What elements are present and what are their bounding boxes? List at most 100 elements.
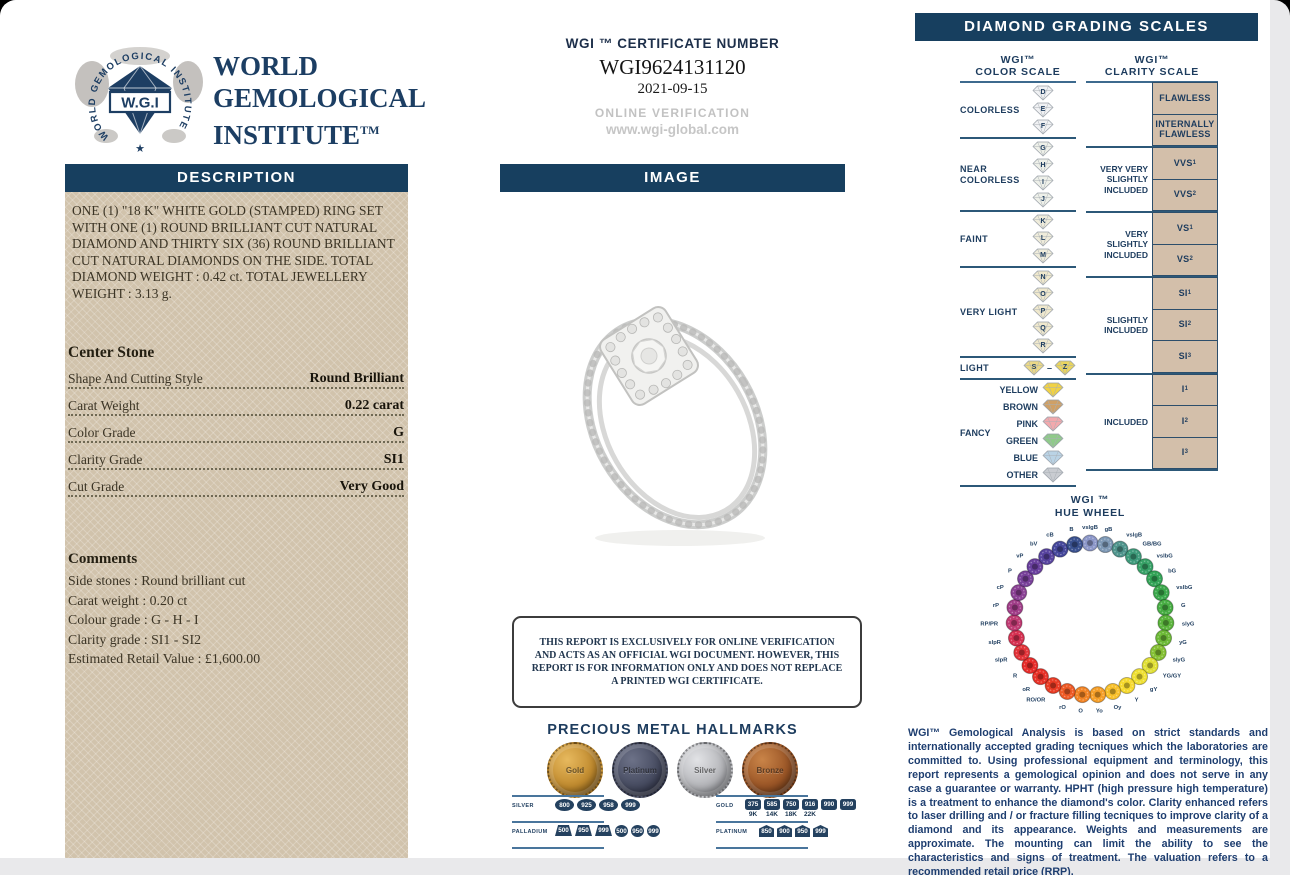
gem-icon [1042, 382, 1064, 398]
medal-label: Bronze [756, 765, 784, 775]
clarity-scale-title: WGI™ CLARITY SCALE [1104, 54, 1200, 78]
table-row: Clarity Grade SI1 [68, 443, 404, 470]
clarity-group: SLIGHTLY INCLUDED SI 1 SI 2 SI 3 [1086, 276, 1218, 373]
medal-label: Silver [694, 765, 716, 775]
color-group-very-light: VERY LIGHT N O P Q R [960, 266, 1076, 356]
gem-icon: P [1032, 304, 1054, 320]
hue-node-label: cP [997, 585, 1004, 591]
hue-node-label: rO [1059, 705, 1066, 711]
svg-text:J: J [1041, 196, 1045, 203]
gem-icon: Z [1054, 360, 1076, 376]
clarity-scale: WGI™ CLARITY SCALE FLAWLESS INTERNALLY FLAW… [1086, 54, 1218, 471]
hue-node-label: slyG [1173, 658, 1186, 664]
hue-node-label: slpR [995, 658, 1008, 664]
clarity-boxes: VS 1 VS 2 [1152, 212, 1218, 276]
hue-node-YG/GY [1141, 657, 1159, 675]
hue-node-label: Oy [1114, 705, 1123, 711]
hallmarks-title: PRECIOUS METAL HALLMARKS [547, 722, 798, 738]
svg-text:Z: Z [1063, 364, 1068, 371]
hue-node-label: B [1069, 527, 1073, 533]
logo-monogram: W.G.I [121, 95, 159, 112]
hallmark-badge: 990 [821, 799, 837, 810]
table-row: Cut Grade Very Good [68, 470, 404, 497]
image-header: IMAGE [500, 164, 845, 192]
metal-medals: Gold Platinum Silver Bronze [500, 742, 845, 798]
clarity-group-label: SLIGHTLY INCLUDED [1104, 314, 1148, 336]
hue-node-label: YG/GY [1163, 673, 1181, 679]
hue-node-label: yG [1179, 640, 1187, 646]
certificate-number: WGI9624131120 [599, 55, 746, 79]
gem-icon: L [1032, 231, 1054, 247]
color-group-faint: FAINT K L M [960, 210, 1076, 266]
description-panel [65, 192, 408, 858]
hue-node-label: bV [1030, 541, 1038, 547]
institute-name: WORLD GEMOLOGICAL INSTITUTETM [213, 50, 426, 151]
color-scale-title: WGI™ COLOR SCALE [975, 54, 1061, 78]
hallmark-metal-label: PALLADIUM [512, 829, 548, 835]
table-row: Carat Weight 0.22 carat [68, 389, 404, 416]
clarity-grade-box: VS 2 [1152, 243, 1218, 276]
svg-text:S: S [1032, 364, 1037, 371]
clarity-grade-box: SI 2 [1152, 308, 1218, 341]
medal-bronze: Bronze [742, 742, 798, 798]
hue-node-label: vslbG [1176, 585, 1193, 591]
grading-scales-header: DIAMOND GRADING SCALES [915, 13, 1258, 41]
hallmark-caption: 18K [785, 811, 797, 818]
clarity-group: VERY SLIGHTLY INCLUDED VS 1 VS 2 [1086, 211, 1218, 276]
fancy-row-pink: PINK [994, 416, 1064, 432]
hallmark-badge-cell: 500 [615, 825, 628, 837]
hallmark-badge-cell: 800 [555, 799, 574, 811]
hallmark-row: PLATINUM 850 900 950 999 [716, 825, 856, 845]
medal-label: Gold [565, 765, 585, 775]
fancy-color-name: GREEN [1005, 436, 1038, 446]
description-text: ONE (1) "18 K" WHITE GOLD (STAMPED) RING… [72, 203, 395, 301]
color-group-gems: G H I J [1032, 141, 1054, 208]
color-group-label: LIGHT [960, 362, 989, 373]
hallmark-rule [716, 821, 808, 823]
hue-node-R [1021, 657, 1039, 675]
clarity-scale-body: FLAWLESS INTERNALLY FLAWLESS VERY VERY SLIG… [1086, 82, 1218, 469]
gem-icon [1042, 467, 1064, 483]
hallmark-badge: 925 [577, 799, 596, 811]
hue-node-gY [1131, 668, 1149, 686]
fancy-color-name: BLUE [1013, 453, 1039, 463]
svg-text:Q: Q [1040, 325, 1046, 332]
gem-icon [1042, 416, 1064, 432]
color-group-label: COLORLESS [960, 104, 1020, 115]
hue-node-label: slyG [1182, 622, 1195, 628]
hue-node-label: bG [1168, 568, 1177, 574]
svg-text:P: P [1041, 308, 1046, 315]
hallmark-badge-cell: 500 [555, 825, 572, 836]
gem-icon: S [1023, 360, 1045, 376]
hallmark-group-gold-platinum: GOLD 375 9K 585 14K 750 18K 916 22K 990 999 PLATINU… [716, 793, 856, 851]
hallmark-badge: 999 [647, 825, 660, 837]
color-group-label: NEAR COLORLESS [960, 164, 1020, 185]
row-label: Shape And Cutting Style [68, 371, 203, 386]
fancy-row-other: OTHER [994, 467, 1064, 483]
svg-text:R: R [1040, 342, 1045, 349]
online-verification-label: ONLINE VERIFICATION [594, 106, 751, 120]
hue-node-vslgB [1081, 534, 1099, 552]
hue-node-label: GB/BG [1143, 541, 1162, 547]
fancy-row-yellow: YELLOW [994, 382, 1064, 398]
row-value: SI1 [383, 452, 404, 467]
comment-line: Clarity grade : SI1 - SI2 [68, 631, 201, 647]
hallmark-badge-cell: 916 22K [802, 799, 818, 818]
clarity-grade-box: VVS 2 [1152, 178, 1218, 211]
row-value: Round Brilliant [309, 371, 404, 386]
medal-platinum: Platinum [612, 742, 668, 798]
hue-node-vslbG [1152, 584, 1170, 602]
color-group-gems: K L M [1032, 214, 1054, 264]
institute-line-1: WORLD [213, 51, 319, 81]
report-disclaimer-box: THIS REPORT IS EXCLUSIVELY FOR ONLINE VE… [512, 616, 862, 708]
table-row: Color Grade G [68, 416, 404, 443]
hallmark-badge: 999 [621, 799, 640, 811]
svg-text:L: L [1041, 235, 1046, 242]
hue-node-slpR [1007, 629, 1025, 647]
comment-line: Side stones : Round brilliant cut [68, 573, 246, 588]
ring-photo [545, 228, 805, 558]
comments-lines: Side stones : Round brilliant cut Carat w… [68, 571, 404, 669]
